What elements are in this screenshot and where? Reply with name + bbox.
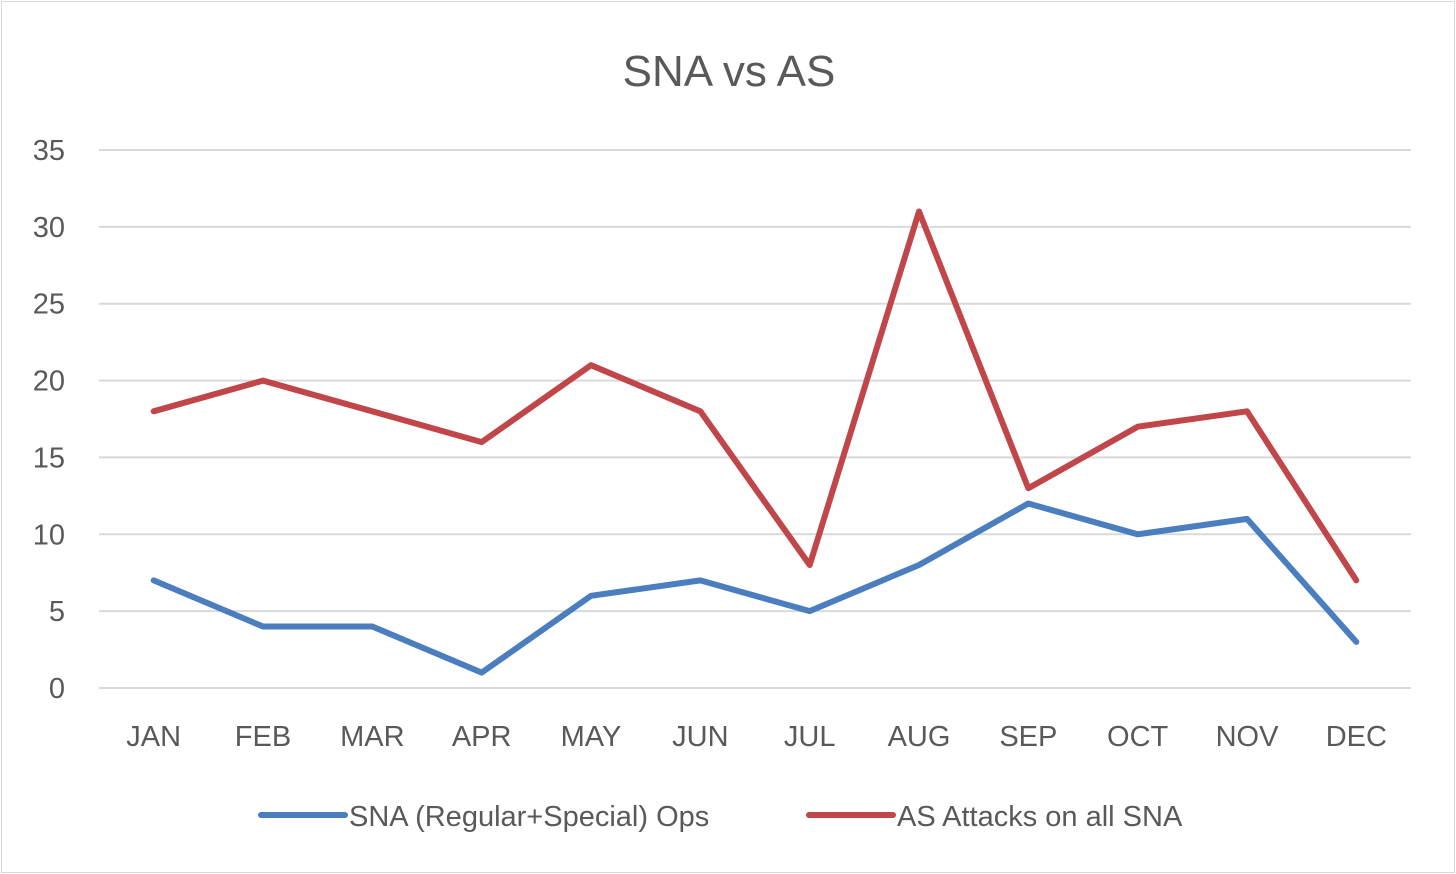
y-tick-label: 20 xyxy=(33,366,65,398)
y-tick-label: 0 xyxy=(49,673,65,705)
gridlines xyxy=(99,149,1411,689)
x-tick-label: NOV xyxy=(1216,721,1280,753)
y-tick-label: 10 xyxy=(33,519,65,551)
y-tick-label: 35 xyxy=(33,135,65,167)
x-tick-label: FEB xyxy=(235,721,291,753)
series-line-0 xyxy=(150,500,1360,676)
series-line-1 xyxy=(150,208,1360,584)
x-axis-ticks: JAN FEB MAR APR MAY JUN JUL AUG SEP OCT NOV DEC xyxy=(126,721,1387,753)
legend: SNA (Regular+Special) Ops AS Attacks on … xyxy=(258,801,1183,833)
y-axis-ticks: 0 5 10 15 20 25 30 35 xyxy=(33,135,65,705)
y-tick-label: 5 xyxy=(49,596,65,628)
x-tick-label: JAN xyxy=(126,721,181,753)
x-tick-label: SEP xyxy=(999,721,1057,753)
x-tick-label: AUG xyxy=(888,721,951,753)
chart-title: SNA vs AS xyxy=(623,47,836,96)
x-tick-label: OCT xyxy=(1107,721,1169,753)
y-tick-label: 25 xyxy=(33,289,65,321)
series-lines xyxy=(150,208,1360,676)
x-tick-label: JUN xyxy=(672,721,728,753)
legend-label-sna: SNA (Regular+Special) Ops xyxy=(349,801,709,833)
x-tick-label: APR xyxy=(452,721,512,753)
y-tick-label: 15 xyxy=(33,442,65,474)
legend-label-as: AS Attacks on all SNA xyxy=(897,801,1183,833)
y-tick-label: 30 xyxy=(33,212,65,244)
x-tick-label: DEC xyxy=(1326,721,1387,753)
x-tick-label: JUL xyxy=(784,721,836,753)
x-tick-label: MAR xyxy=(340,721,404,753)
x-tick-label: MAY xyxy=(561,721,622,753)
